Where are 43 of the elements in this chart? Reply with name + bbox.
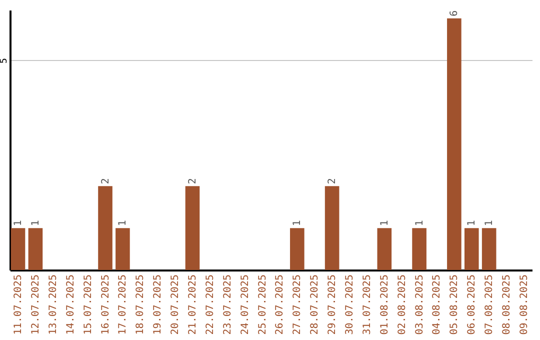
x-tick-label: 01.08.2025 bbox=[379, 274, 390, 335]
data-label: 1 bbox=[30, 220, 42, 226]
x-tick-label: 28.07.2025 bbox=[310, 274, 321, 335]
data-label: 2 bbox=[327, 178, 338, 184]
x-tick-label: 17.07.2025 bbox=[118, 274, 129, 335]
x-tick-label: 27.07.2025 bbox=[292, 274, 304, 335]
x-tick-label: 13.07.2025 bbox=[48, 274, 59, 335]
x-tick-label: 20.07.2025 bbox=[170, 274, 182, 335]
x-tick-label: 19.07.2025 bbox=[152, 274, 164, 335]
x-tick-label: 04.08.2025 bbox=[432, 274, 443, 335]
x-tick-label: 15.07.2025 bbox=[82, 274, 94, 335]
data-label: 1 bbox=[414, 220, 426, 226]
x-tick-label: 21.07.2025 bbox=[187, 274, 198, 335]
x-tick-label: 12.07.2025 bbox=[30, 274, 42, 335]
x-tick-label: 23.07.2025 bbox=[222, 274, 234, 335]
data-label: 1 bbox=[292, 220, 304, 226]
x-tick-label: 29.07.2025 bbox=[327, 274, 338, 335]
x-tick-label: 07.08.2025 bbox=[484, 274, 496, 335]
data-label: 1 bbox=[484, 220, 496, 226]
x-tick-label: 24.07.2025 bbox=[240, 274, 251, 335]
data-label: 2 bbox=[100, 178, 112, 184]
x-tick-label: 02.08.2025 bbox=[396, 274, 408, 335]
x-tick-label: 30.07.2025 bbox=[344, 274, 356, 335]
x-tick-label: 22.07.2025 bbox=[204, 274, 216, 335]
data-label: 1 bbox=[13, 220, 24, 226]
x-tick-label: 14.07.2025 bbox=[65, 274, 76, 335]
data-label: 1 bbox=[466, 220, 478, 226]
x-tick-label: 06.08.2025 bbox=[466, 274, 478, 335]
x-tick-label: 18.07.2025 bbox=[135, 274, 146, 335]
data-label: 1 bbox=[118, 220, 129, 226]
x-tick-label: 16.07.2025 bbox=[100, 274, 112, 335]
data-label: 1 bbox=[379, 220, 390, 226]
data-label: 2 bbox=[187, 178, 198, 184]
x-tick-label: 03.08.2025 bbox=[414, 274, 426, 335]
x-tick-label: 09.08.2025 bbox=[518, 274, 530, 335]
data-label: 6 bbox=[449, 10, 460, 16]
x-tick-label: 05.08.2025 bbox=[449, 274, 460, 335]
x-tick-label: 11.07.2025 bbox=[13, 274, 24, 335]
x-tick-label: 31.07.2025 bbox=[362, 274, 373, 335]
y-tick-label: 5 bbox=[0, 58, 10, 64]
x-tick-label: 26.07.2025 bbox=[274, 274, 286, 335]
x-tick-label: 25.07.2025 bbox=[257, 274, 268, 335]
x-tick-label: 08.08.2025 bbox=[502, 274, 513, 335]
